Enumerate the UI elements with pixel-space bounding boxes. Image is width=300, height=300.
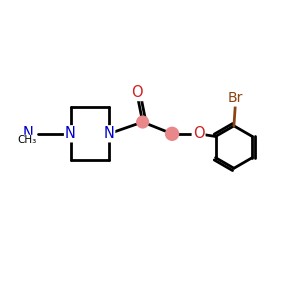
Text: N: N bbox=[103, 126, 114, 141]
Text: N: N bbox=[65, 126, 76, 141]
Text: N: N bbox=[23, 126, 34, 141]
Circle shape bbox=[137, 116, 148, 128]
Text: O: O bbox=[193, 126, 204, 141]
Text: CH₃: CH₃ bbox=[17, 135, 37, 145]
Text: Br: Br bbox=[228, 92, 243, 106]
Circle shape bbox=[166, 127, 178, 140]
Text: O: O bbox=[131, 85, 142, 100]
